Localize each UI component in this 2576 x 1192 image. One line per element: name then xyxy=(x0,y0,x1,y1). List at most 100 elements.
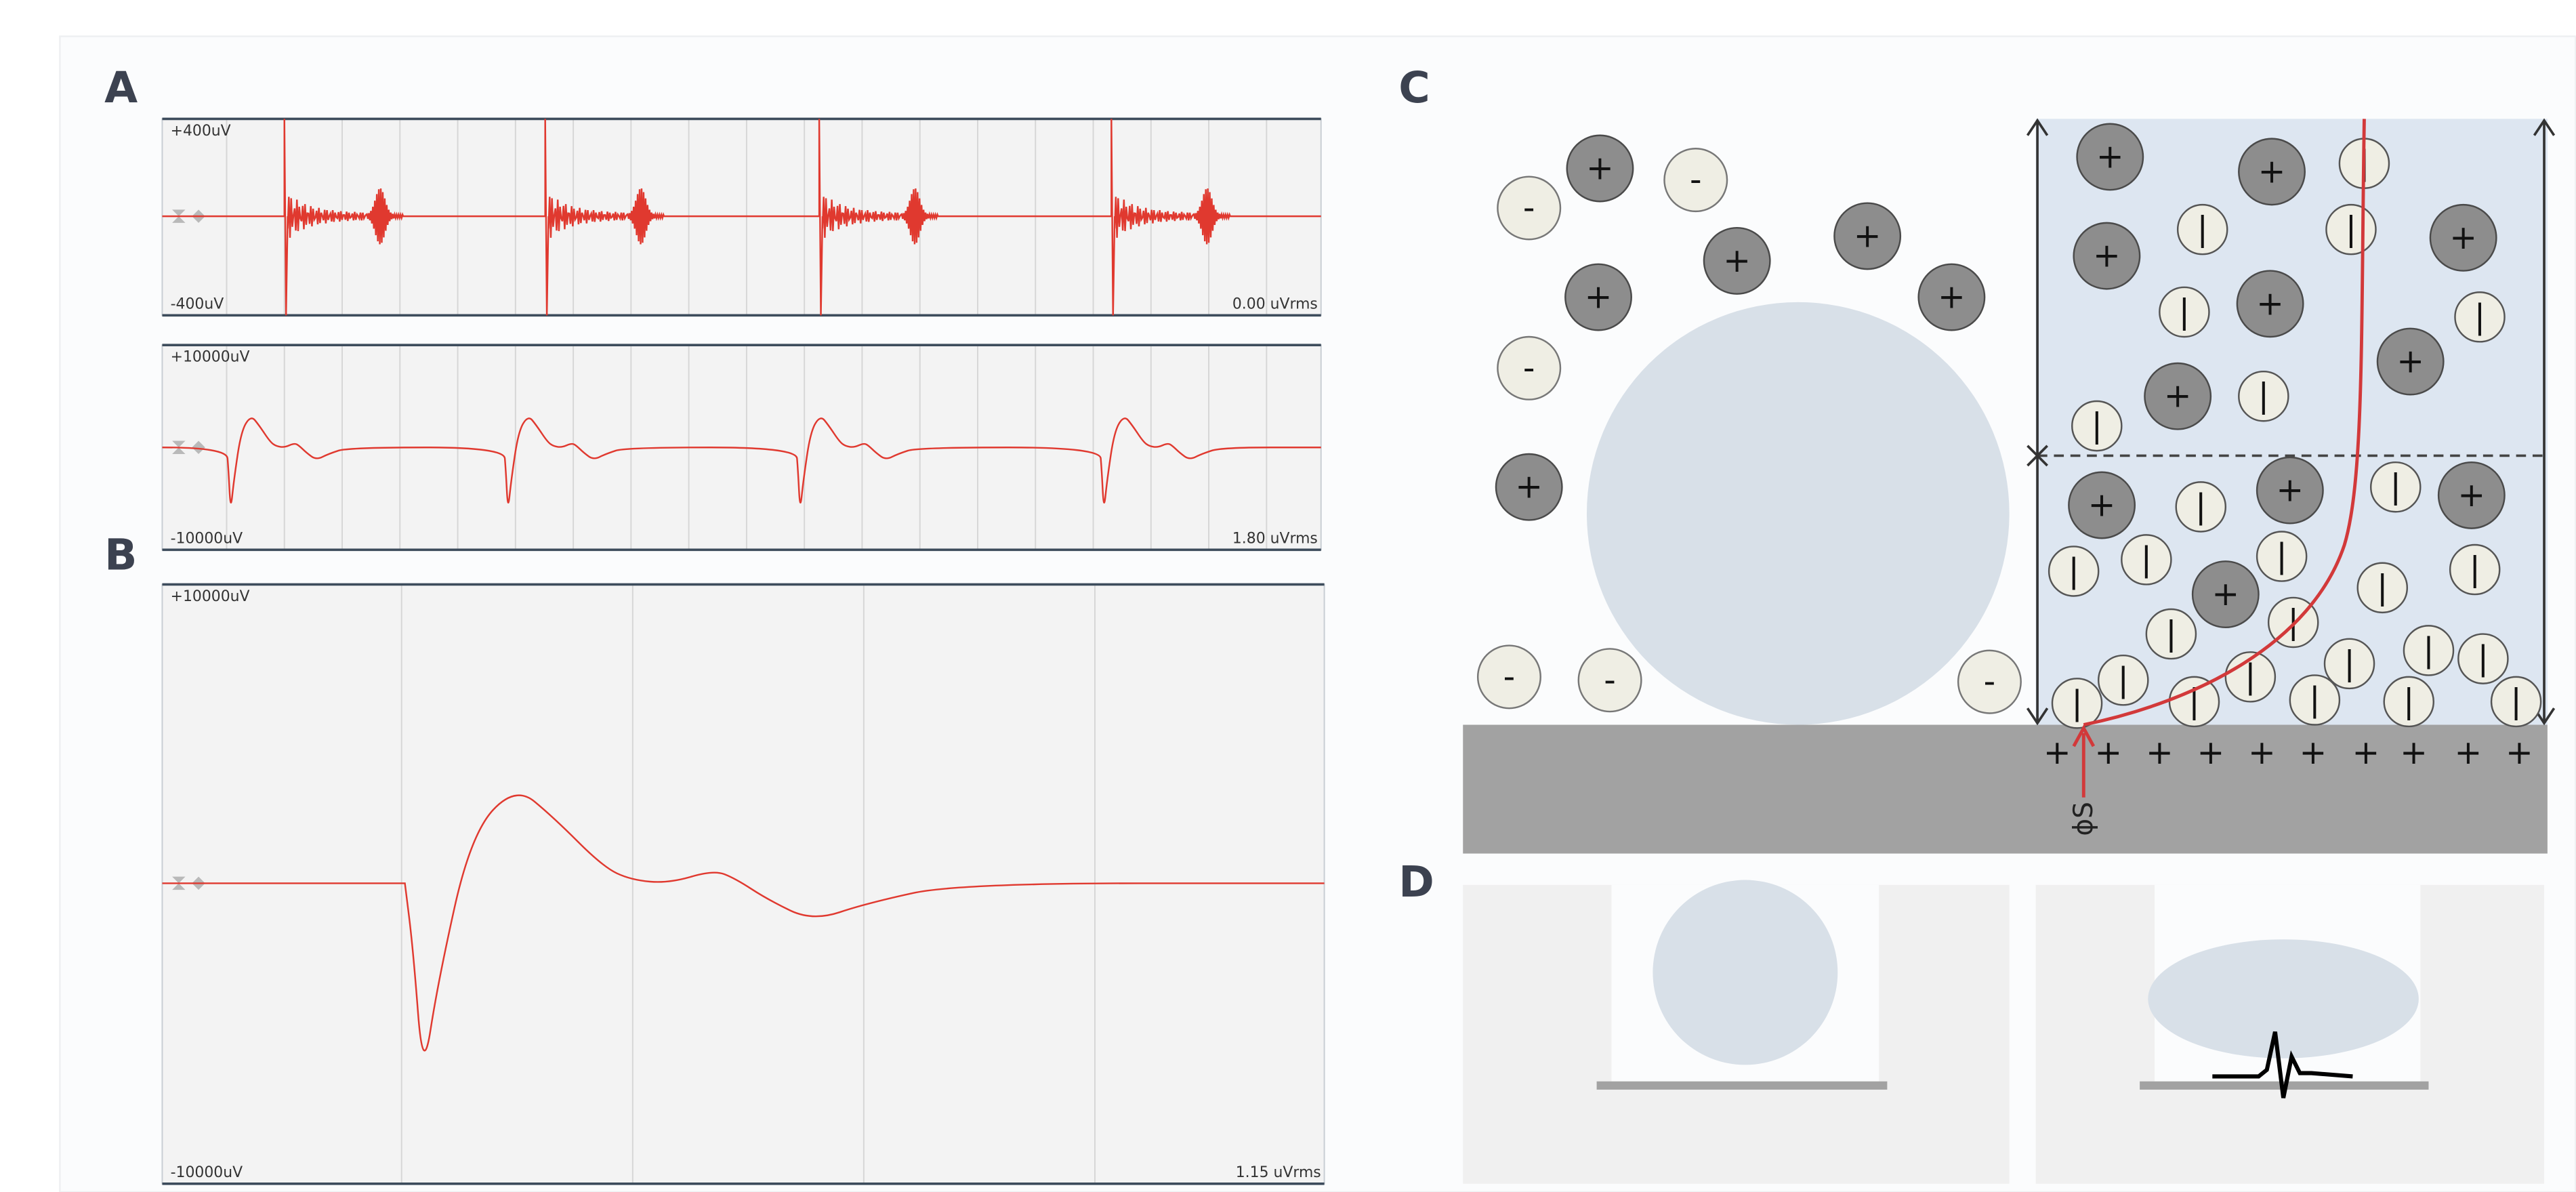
surface-charge: + xyxy=(2352,734,2380,772)
surface-charge: + xyxy=(2197,734,2224,772)
ion-sign: | xyxy=(2071,684,2082,722)
ion-minus xyxy=(1497,176,1562,241)
dimension-arrows xyxy=(2026,118,2556,726)
y-max-label: +10000uV xyxy=(171,349,250,366)
ion-sign: + xyxy=(2449,219,2477,257)
ion-sign: + xyxy=(2164,377,2192,415)
potential-arrow xyxy=(2072,724,2096,798)
ion-minus xyxy=(1663,148,1728,213)
ion-neutral xyxy=(2256,531,2308,582)
ion-neutral xyxy=(2323,638,2375,690)
potential-curve xyxy=(2083,119,2366,726)
trace-panel: +10000uV -10000uV 1.80 uVrms xyxy=(161,344,1322,552)
ion-plus xyxy=(2068,471,2136,539)
potential-label: ϕS xyxy=(2069,802,2099,836)
ion-neutral xyxy=(2356,562,2409,614)
ion-neutral xyxy=(2238,370,2289,422)
ion-neutral xyxy=(2175,481,2227,533)
ion-sign: | xyxy=(2377,569,2388,607)
ion-sign: - xyxy=(1984,663,1996,701)
ion-neutral xyxy=(2449,543,2501,596)
ion-sign: + xyxy=(2276,472,2304,510)
ion-plus xyxy=(2256,456,2324,525)
ion-minus xyxy=(1497,335,1562,400)
ion-neutral xyxy=(2097,654,2149,706)
ion-sign: - xyxy=(1523,189,1535,227)
ion-neutral xyxy=(2051,678,2103,729)
ion-sign: | xyxy=(2245,658,2256,696)
ion-minus xyxy=(1577,648,1642,713)
ion-neutral xyxy=(2048,546,2100,597)
surface-charge: + xyxy=(2506,734,2533,772)
ion-plus xyxy=(2429,203,2497,272)
ion-sign: + xyxy=(1586,150,1614,188)
ion-sign: + xyxy=(2256,285,2284,323)
panel-label: B xyxy=(104,530,137,580)
cell xyxy=(1586,302,2010,725)
ion-neutral xyxy=(2369,461,2422,513)
ion-neutral xyxy=(2159,286,2210,338)
ion-sign: + xyxy=(1938,279,1966,316)
ion-sign: | xyxy=(2092,407,2102,445)
ion-sign: + xyxy=(1854,217,1882,255)
ion-sign: + xyxy=(1515,468,1543,506)
ion-sign: | xyxy=(2197,211,2207,249)
ion-sign: | xyxy=(2390,468,2401,506)
ion-sign: | xyxy=(2346,211,2356,249)
ion-sign: | xyxy=(2141,541,2152,579)
ion-sign: | xyxy=(2276,537,2287,575)
ion-sign: - xyxy=(1690,161,1702,199)
surface-charge: + xyxy=(2094,734,2122,772)
trace-panel: +400uV -400uV 0.00 uVrms xyxy=(161,117,1322,317)
adhesion-schematic-left xyxy=(1463,880,2010,1184)
ion-sign: | xyxy=(2474,298,2485,336)
ion-sign: | xyxy=(2258,377,2269,415)
ion-sign: | xyxy=(2403,682,2414,720)
ion-sign: - xyxy=(1523,349,1535,387)
ion-sign: | xyxy=(2195,488,2206,526)
ion-sign: + xyxy=(2096,138,2124,176)
ion-plus xyxy=(2238,138,2306,206)
ion-neutral xyxy=(2289,674,2341,726)
channel-marker xyxy=(172,440,205,454)
ion-neutral xyxy=(2176,203,2228,255)
substrate xyxy=(1463,724,2548,854)
ion-sign: + xyxy=(2396,343,2424,381)
ion-minus xyxy=(1957,649,2022,714)
ion-plus xyxy=(2191,560,2260,629)
ion-plus xyxy=(1495,453,1563,521)
rms-label: 1.15 uVrms xyxy=(1236,1164,1321,1181)
ion-plus xyxy=(2076,123,2144,191)
y-max-label: +400uV xyxy=(171,123,231,140)
ion-neutral xyxy=(2454,291,2506,343)
ion-sign: | xyxy=(2344,644,2354,682)
ion-neutral xyxy=(2490,676,2542,728)
ions: -+ -++++-+- - -+ +++++++ + ++|| || |||||| | | |||| |… xyxy=(1476,123,2542,729)
surface-charge: + xyxy=(2455,734,2482,772)
rms-label: 0.00 uVrms xyxy=(1232,296,1318,313)
ion-plus xyxy=(2376,327,2445,396)
surface-charge: + xyxy=(2146,734,2174,772)
ion-neutral xyxy=(2383,676,2435,728)
ion-plus xyxy=(2144,362,2212,430)
y-min-label: -10000uV xyxy=(171,1164,243,1181)
panel-label: D xyxy=(1398,857,1434,907)
ion-sign: | xyxy=(2510,682,2521,720)
ion-neutral xyxy=(2145,608,2197,660)
channel-marker xyxy=(172,209,205,223)
ion-sign: + xyxy=(2211,575,2239,613)
surface-charge: + xyxy=(2300,734,2327,772)
ion-sign: + xyxy=(1585,279,1613,316)
trace-panel: +10000uV -10000uV 1.15 uVrms xyxy=(161,583,1325,1185)
ion-sign: + xyxy=(2088,487,2116,525)
ion-sign: - xyxy=(1503,658,1516,696)
ion-plus xyxy=(1833,202,1902,270)
signal-trace xyxy=(162,794,1325,1052)
ion-neutral xyxy=(2071,400,2123,452)
y-max-label: +10000uV xyxy=(171,588,250,605)
ion-sign: | xyxy=(2478,640,2489,678)
ion-plus xyxy=(1703,226,1771,295)
ion-plus xyxy=(2437,461,2506,529)
